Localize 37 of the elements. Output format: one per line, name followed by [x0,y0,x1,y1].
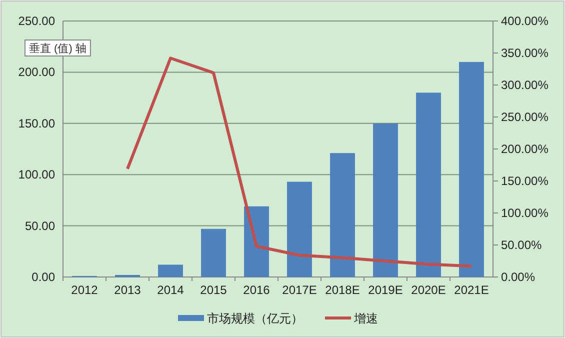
x-tick-label: 2020E [411,283,446,297]
y2-tick-label: 400.00% [501,14,549,28]
line-series [126,56,473,268]
y-tick-label: 250.00 [18,14,56,28]
x-tick-label: 2016 [243,283,270,297]
y2-tick-label: 200.00% [501,142,549,156]
bar [373,123,398,277]
x-tick-label: 2013 [114,283,142,297]
x-tick-label: 2014 [157,283,184,297]
x-tick-label: 2019E [368,283,403,297]
bar [416,92,441,277]
x-tick-label: 2017E [282,283,317,297]
bar [330,153,355,277]
bar [158,264,183,277]
y2-tick-label: 50.00% [501,238,542,252]
bar [287,182,312,277]
x-tick-label: 2021E [454,283,489,297]
x-tick-label: 2018E [325,283,360,297]
legend-label: 增速 [353,312,378,326]
y2-tick-label: 0.00% [501,270,536,284]
y-tick-label: 0.00 [32,270,56,284]
y-tick-label: 200.00 [18,65,56,80]
bar [244,206,269,277]
y2-tick-label: 100.00% [501,206,549,220]
y-tick-label: 150.00 [18,116,56,130]
bar [459,62,484,277]
y2-tick-label: 250.00% [501,110,549,124]
y2-tick-label: 350.00% [501,46,549,60]
y2-tick-label: 300.00% [501,78,549,92]
x-tick-label: 2012 [71,283,98,297]
annotation: 垂直 (值) 轴 [29,42,86,55]
bar [201,228,226,277]
y-tick-label: 50.00 [24,218,56,233]
legend-label: 市场规模（亿元） [207,312,303,326]
y-tick-label: 100.00 [18,168,56,182]
y2-tick-label: 150.00% [501,174,549,188]
x-tick-label: 2015 [200,283,228,297]
